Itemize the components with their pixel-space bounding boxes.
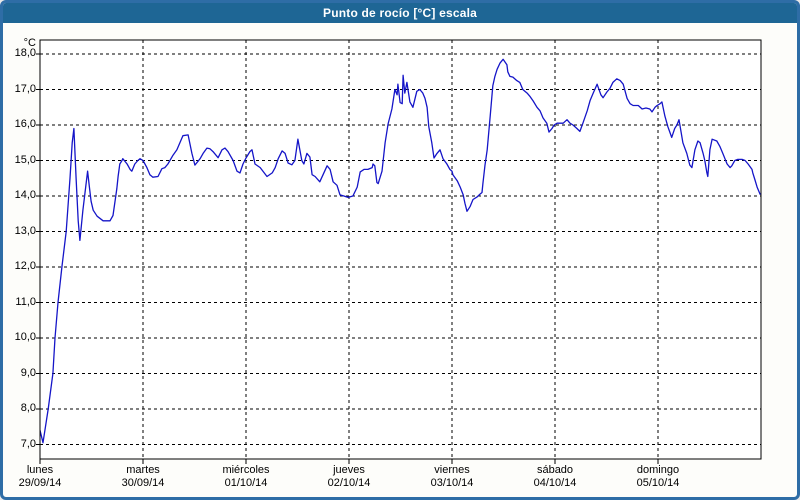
day-name: lunes xyxy=(26,464,54,476)
day-name: domingo xyxy=(636,464,680,476)
day-date: 03/10/14 xyxy=(430,477,474,489)
x-day-label: martes 30/09/14 xyxy=(98,464,188,490)
day-name: martes xyxy=(126,464,160,476)
day-date: 30/09/14 xyxy=(121,477,165,489)
y-tick-label: 14,0 xyxy=(14,189,36,201)
x-day-label: domingo 05/10/14 xyxy=(613,464,703,490)
x-day-label: sábado 04/10/14 xyxy=(510,464,600,490)
y-tick-label: 12,0 xyxy=(14,260,36,272)
y-tick-label: 15,0 xyxy=(14,154,36,166)
y-tick-label: 7,0 xyxy=(20,438,36,450)
plot-background xyxy=(40,40,761,459)
dewpoint-line xyxy=(40,58,761,444)
day-name: sábado xyxy=(536,464,574,476)
x-day-label: viernes 03/10/14 xyxy=(407,464,497,490)
day-date: 01/10/14 xyxy=(224,477,268,489)
window-titlebar: Punto de rocío [°C] escala xyxy=(3,3,797,23)
day-date: 04/10/14 xyxy=(533,477,577,489)
x-day-label: miércoles 01/10/14 xyxy=(201,464,291,490)
day-name: jueves xyxy=(333,464,365,476)
plot-canvas xyxy=(36,39,762,464)
y-tick-label: 13,0 xyxy=(14,225,36,237)
y-tick-label: 9,0 xyxy=(20,367,36,379)
day-date: 05/10/14 xyxy=(636,477,680,489)
y-tick-label: 16,0 xyxy=(14,118,36,130)
day-name: viernes xyxy=(434,464,470,476)
y-axis-unit-label: °C xyxy=(23,37,36,49)
day-name: miércoles xyxy=(222,464,270,476)
y-tick-label: 8,0 xyxy=(20,402,36,414)
day-date: 02/10/14 xyxy=(327,477,371,489)
window-title: Punto de rocío [°C] escala xyxy=(322,6,478,20)
x-day-label: jueves 02/10/14 xyxy=(304,464,394,490)
day-date: 29/09/14 xyxy=(18,477,62,489)
y-tick-label: 17,0 xyxy=(14,83,36,95)
y-tick-label: 18,0 xyxy=(14,47,36,59)
chart-area: °C 18,0 17,0 16,0 15,0 14,0 13,0 12,0 11… xyxy=(3,23,797,497)
x-day-label: lunes 29/09/14 xyxy=(3,464,85,490)
y-tick-label: 11,0 xyxy=(15,296,36,308)
y-tick-label: 10,0 xyxy=(14,331,36,343)
plot-border xyxy=(39,39,762,460)
